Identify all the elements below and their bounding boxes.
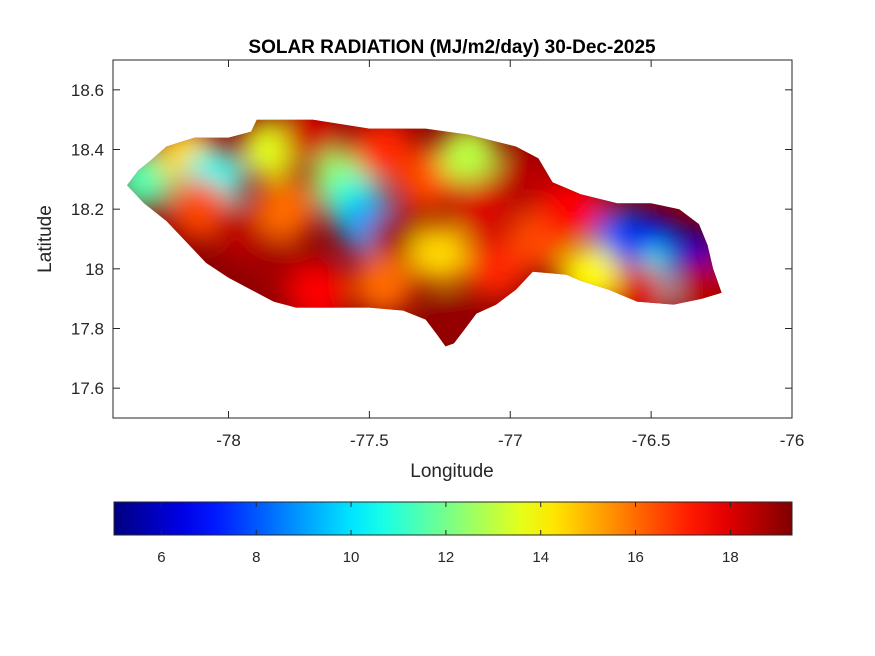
colorbar: 6 8 10 12 14 16 18 [113,501,793,566]
x-tick-label: -76 [780,431,805,450]
colorbar-gradient [114,502,792,535]
y-tick-label: 18.2 [71,200,104,219]
heat-cell [353,253,414,314]
y-axis-title: Latitude [35,205,56,273]
plot-frame [112,59,793,419]
colorbar-tick-label: 6 [157,549,165,566]
colorbar-ticks: 6 8 10 12 14 16 18 [157,502,739,566]
colorbar-tick-label: 12 [438,549,455,566]
colorbar-tick-label: 16 [627,549,644,566]
y-tick-label: 18 [85,260,104,279]
y-axis: 17.6 17.8 18 18.2 18.4 18.6 [71,81,792,398]
x-tick-label: -77.5 [350,431,389,450]
colorbar-frame [113,501,793,536]
x-tick-label: -77 [498,431,523,450]
y-tick-label: 17.6 [71,379,104,398]
colorbar-tick-label: 10 [343,549,360,566]
chart-title: SOLAR RADIATION (MJ/m2/day) 30-Dec-2025 [248,37,656,58]
heat-cell [494,149,555,210]
x-axis: -78 -77.5 -77 -76.5 -76 [216,60,804,450]
heat-cell [437,125,498,186]
colorbar-tick-label: 18 [722,549,739,566]
y-tick-label: 17.8 [71,320,104,339]
heat-cell [283,119,344,165]
heat-cell [452,179,513,240]
heat-cell [353,119,414,180]
y-tick-label: 18.4 [71,141,104,160]
y-tick-label: 18.6 [71,81,104,100]
x-axis-title: Longitude [410,461,493,482]
x-tick-label: -76.5 [632,431,671,450]
x-tick-label: -78 [216,431,241,450]
heat-cell [254,179,315,240]
colorbar-tick-label: 8 [252,549,260,566]
heat-cell [409,223,470,284]
heat-cell [466,238,527,299]
colorbar-tick-label: 14 [532,549,549,566]
